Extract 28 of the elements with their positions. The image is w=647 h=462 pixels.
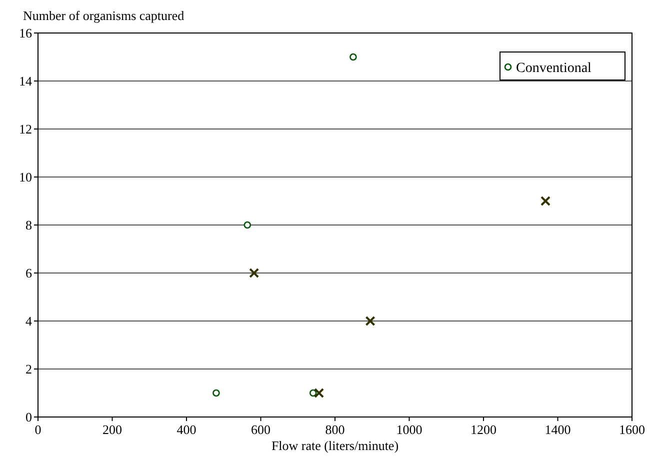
y-tick-label: 10 xyxy=(19,170,32,184)
point xyxy=(244,221,252,229)
x-tick-label: 600 xyxy=(251,422,270,437)
y-tick-label: 6 xyxy=(26,266,32,280)
x-tick-label: 400 xyxy=(176,422,196,437)
x-tick-label: 800 xyxy=(325,422,345,437)
y-tick-label: 4 xyxy=(26,314,32,328)
y-tick-label: 2 xyxy=(26,362,32,376)
point xyxy=(212,389,220,397)
y-tick-label: 8 xyxy=(26,218,32,232)
x-tick-label: 1200 xyxy=(470,422,496,437)
x-tick-label: 200 xyxy=(102,422,122,437)
y-axis-title: Number of organisms captured xyxy=(23,8,185,23)
y-tick-label: 16 xyxy=(19,26,32,40)
x-tick-label: 1600 xyxy=(619,422,645,437)
point xyxy=(365,316,376,326)
x-axis-title: Flow rate (liters/minute) xyxy=(271,438,399,453)
point xyxy=(314,388,324,398)
point xyxy=(309,389,317,397)
y-tick-label: 0 xyxy=(26,410,32,424)
x-tick-label: 1400 xyxy=(544,422,571,437)
point xyxy=(350,53,357,61)
y-tick-label: 14 xyxy=(19,74,32,88)
x-tick-label: 1000 xyxy=(396,422,422,437)
point xyxy=(540,196,550,206)
legend-label: Conventional xyxy=(516,61,592,76)
point xyxy=(249,268,260,278)
y-tick-label: 12 xyxy=(19,122,32,136)
